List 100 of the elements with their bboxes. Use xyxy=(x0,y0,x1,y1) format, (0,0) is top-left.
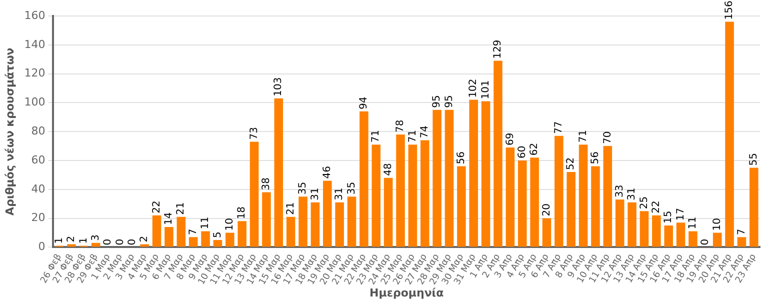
y-tick-label: 60 xyxy=(31,153,46,166)
data-label: 73 xyxy=(248,126,260,140)
bar xyxy=(286,216,296,247)
bar xyxy=(372,144,381,247)
bar xyxy=(494,60,502,247)
data-label: 10 xyxy=(712,218,723,231)
data-label: 71 xyxy=(407,130,418,143)
bar xyxy=(250,142,259,247)
data-label: 14 xyxy=(164,212,175,225)
bar xyxy=(310,202,320,247)
data-label: 1 xyxy=(78,237,90,244)
data-label: 46 xyxy=(322,166,333,179)
data-label: 101 xyxy=(480,80,492,100)
data-label: 56 xyxy=(456,152,468,164)
bar xyxy=(347,196,356,247)
bar xyxy=(408,144,418,247)
data-label: 22 xyxy=(151,200,162,214)
data-label: 17 xyxy=(675,208,686,221)
data-label: 70 xyxy=(602,131,614,144)
bar xyxy=(396,134,405,247)
data-label: 95 xyxy=(432,95,443,108)
data-label: 38 xyxy=(261,178,272,190)
data-label: 35 xyxy=(346,182,358,195)
data-label: 71 xyxy=(370,130,382,143)
y-tick-label: 120 xyxy=(24,66,46,80)
bar xyxy=(298,196,308,247)
y-tick-label: 0 xyxy=(38,240,46,254)
data-label: 95 xyxy=(444,95,455,108)
bar xyxy=(712,232,722,247)
bar xyxy=(481,101,490,247)
data-label: 33 xyxy=(614,184,626,198)
bar xyxy=(688,231,698,247)
data-label: 11 xyxy=(688,216,699,230)
bar xyxy=(737,237,746,247)
bar xyxy=(542,218,552,247)
y-tick-label: 80 xyxy=(31,124,46,138)
bar xyxy=(226,232,234,247)
y-tick-label: 140 xyxy=(24,38,46,51)
data-label: 21 xyxy=(285,202,296,215)
bar xyxy=(530,158,539,247)
data-label: 74 xyxy=(419,126,430,138)
bar xyxy=(664,226,673,247)
bar xyxy=(323,180,332,247)
bar xyxy=(469,100,478,247)
data-label: 56 xyxy=(590,152,602,164)
bar xyxy=(360,111,368,247)
bar xyxy=(506,147,515,247)
y-tick-label: 100 xyxy=(24,96,46,109)
data-label: 102 xyxy=(468,78,480,98)
bar xyxy=(566,172,576,247)
data-label: 25 xyxy=(638,196,650,210)
data-label: 156 xyxy=(724,0,736,20)
x-axis-title: Ημερομηνία xyxy=(370,286,444,300)
data-label: 7 xyxy=(736,228,748,236)
data-label: 31 xyxy=(626,188,638,200)
data-label: 0 xyxy=(102,238,114,246)
bar xyxy=(725,22,734,247)
data-label: 78 xyxy=(395,120,406,132)
bar xyxy=(432,110,442,247)
bar xyxy=(615,200,624,247)
y-tick-label: 160 xyxy=(24,8,46,22)
data-label: 11 xyxy=(200,216,212,230)
bar xyxy=(518,160,527,247)
data-label: 35 xyxy=(298,182,309,195)
bar xyxy=(152,215,162,247)
data-label: 15 xyxy=(663,210,674,224)
data-label: 103 xyxy=(273,77,284,96)
data-label: 3 xyxy=(90,234,102,241)
data-label: 94 xyxy=(358,96,370,110)
data-label: 71 xyxy=(578,130,589,143)
bar xyxy=(420,140,430,247)
y-tick-label: 40 xyxy=(31,182,46,196)
data-label: 55 xyxy=(748,152,760,166)
bar xyxy=(262,192,271,247)
data-label: 10 xyxy=(224,218,236,231)
data-label: 52 xyxy=(566,157,577,170)
bar xyxy=(201,231,210,247)
bar xyxy=(384,178,393,247)
bar xyxy=(603,146,612,247)
data-label: 21 xyxy=(176,202,187,215)
bar xyxy=(578,144,588,247)
data-label: 60 xyxy=(516,146,528,158)
bar xyxy=(238,221,246,247)
bar xyxy=(640,211,649,247)
y-tick-label: 20 xyxy=(31,211,46,224)
data-label: 48 xyxy=(382,163,394,176)
data-label: 20 xyxy=(541,204,552,216)
data-label: 5 xyxy=(212,232,224,238)
bar xyxy=(676,222,686,247)
bar xyxy=(652,215,661,247)
data-label: 31 xyxy=(310,188,321,200)
data-label: 69 xyxy=(504,132,516,146)
data-label: 31 xyxy=(334,188,346,200)
y-axis-title: Αριθμός νέων κρουσμάτων xyxy=(3,48,16,216)
data-label: 62 xyxy=(529,142,540,156)
data-label: 7 xyxy=(188,228,199,236)
data-label: 1 xyxy=(54,237,65,244)
bar xyxy=(591,166,600,247)
data-label: 77 xyxy=(554,121,565,134)
data-label: 22 xyxy=(651,200,662,214)
